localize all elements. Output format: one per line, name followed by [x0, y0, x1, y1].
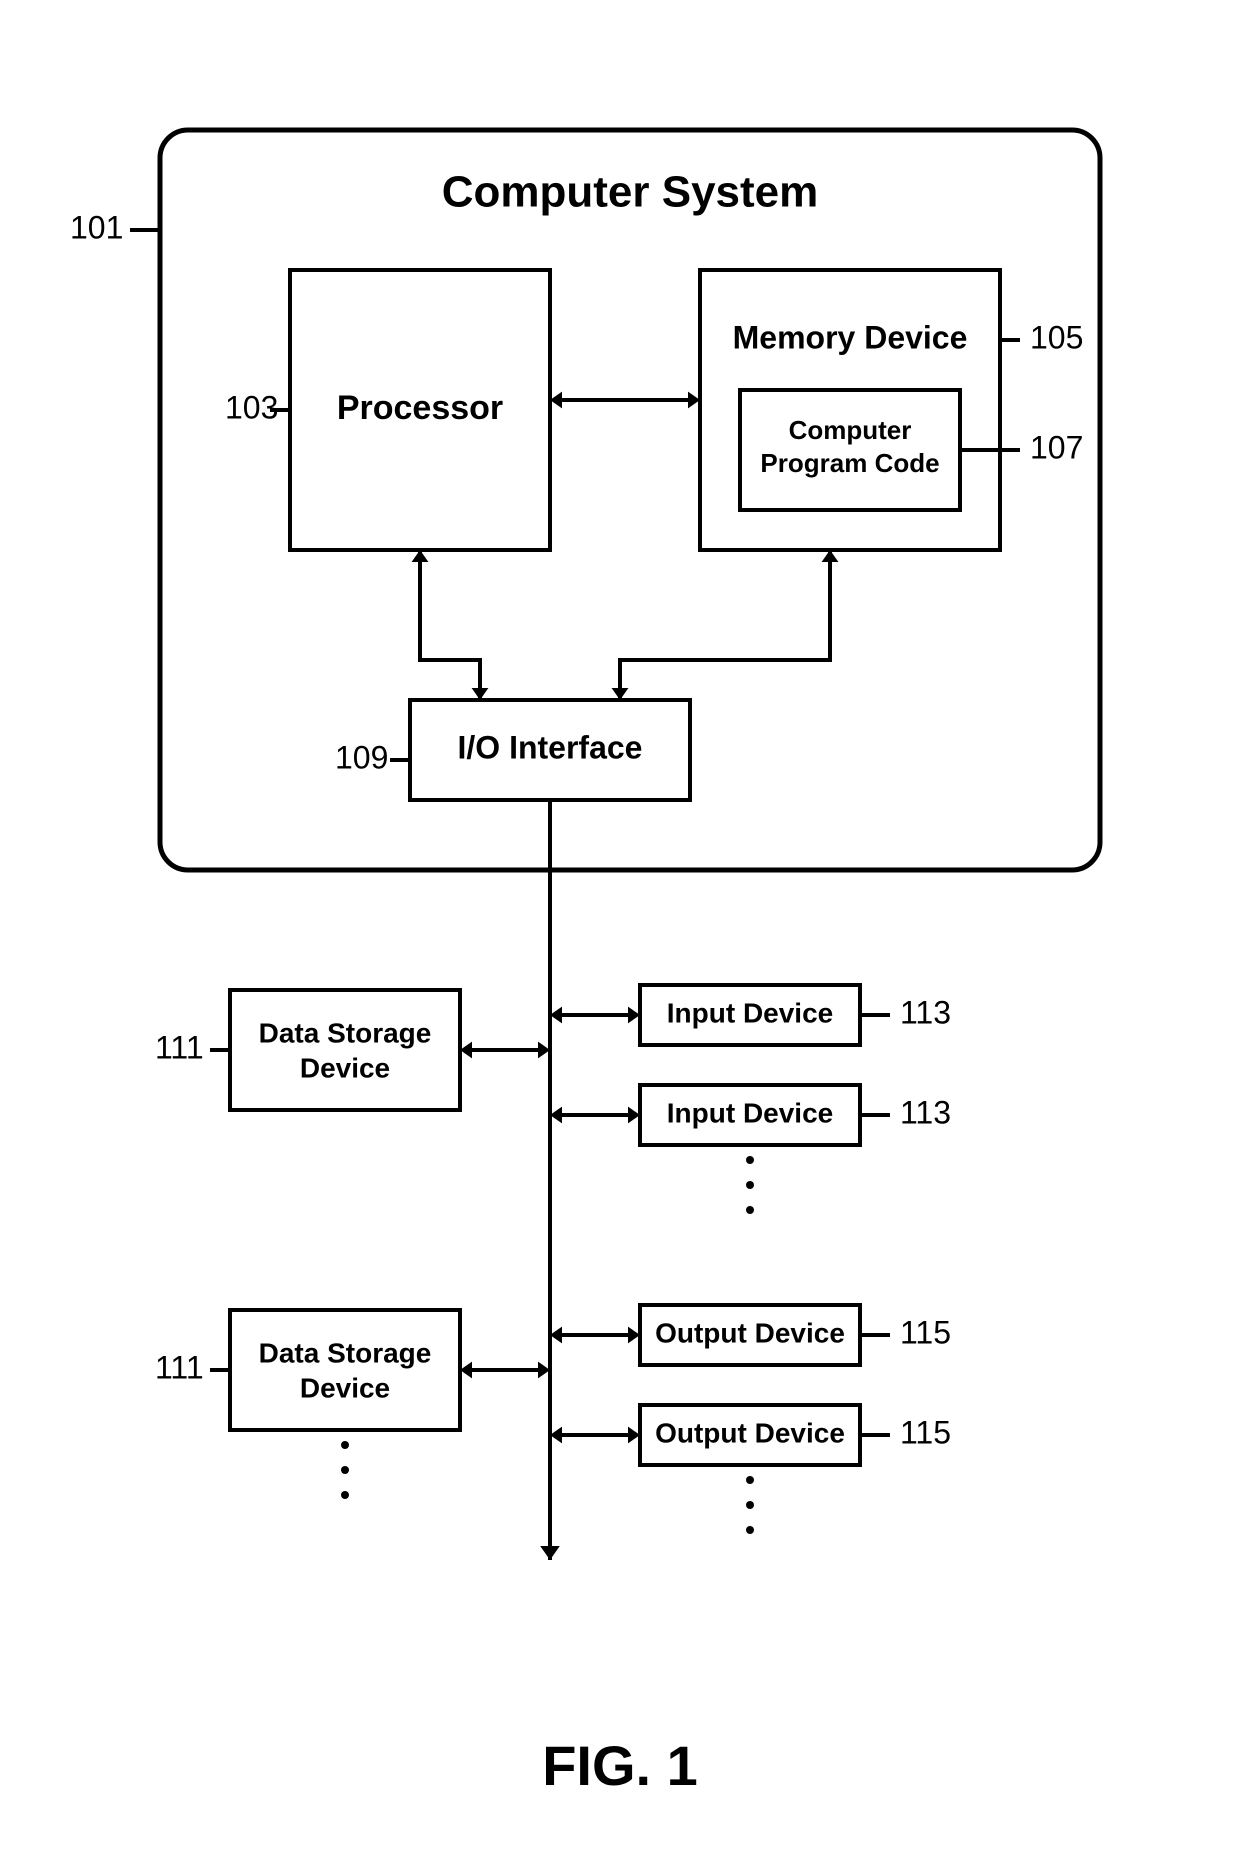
data_storage_2-label1: Data Storage [259, 1337, 432, 1368]
data_storage_2-box [230, 1310, 460, 1430]
output_1-label: Output Device [655, 1317, 845, 1348]
ref-113: 113 [900, 994, 951, 1030]
data_storage_1-label2: Device [300, 1052, 390, 1083]
ref-111: 111 [155, 1029, 204, 1065]
input_1-label: Input Device [667, 997, 833, 1028]
data_storage_1-label1: Data Storage [259, 1017, 432, 1048]
ref-115: 115 [900, 1414, 951, 1450]
ref-101: 101 [70, 209, 123, 245]
data_storage_1-box [230, 990, 460, 1110]
ref-107: 107 [1030, 429, 1083, 465]
output_2-label: Output Device [655, 1417, 845, 1448]
memory-label: Memory Device [733, 319, 968, 355]
input_2-label: Input Device [667, 1097, 833, 1128]
program_code-label1: Computer [789, 415, 912, 445]
ref-109: 109 [335, 739, 388, 775]
ref-105: 105 [1030, 319, 1083, 355]
io_interface-label: I/O Interface [458, 729, 643, 765]
ref-115: 115 [900, 1314, 951, 1350]
program_code-label2: Program Code [760, 448, 939, 478]
processor-label: Processor [337, 389, 503, 427]
computer-system-title: Computer System [442, 168, 819, 217]
figure-caption: FIG. 1 [542, 1734, 698, 1797]
ref-103: 103 [225, 389, 278, 425]
data_storage_2-label2: Device [300, 1372, 390, 1403]
ref-111: 111 [155, 1349, 204, 1385]
ref-113: 113 [900, 1094, 951, 1130]
